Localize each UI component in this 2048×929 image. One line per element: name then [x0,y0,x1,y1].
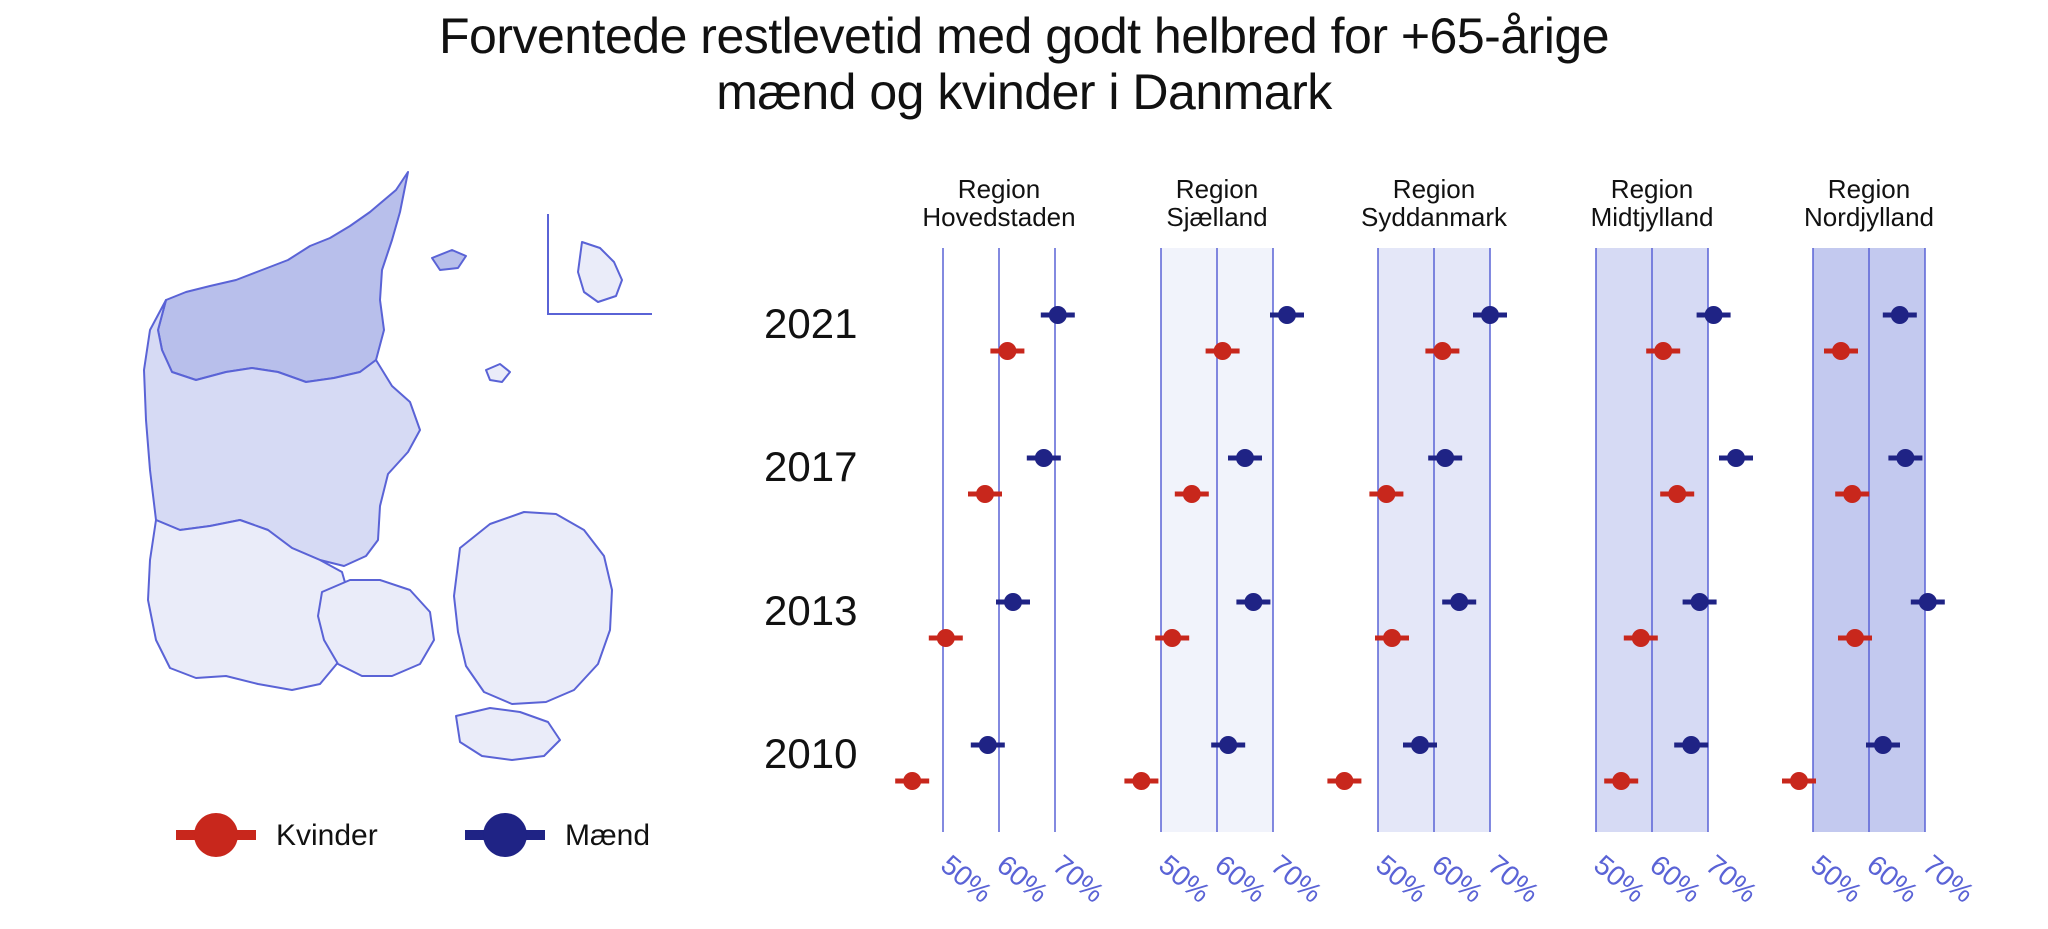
legend-kvinder-label: Kvinder [276,819,378,852]
tick-labels: 50%60%70% 50%60%70% 50%60%70% 50%60%70% 50%6… [935,849,1980,909]
kvinder-point [1790,772,1808,790]
panel-label-line2: Sjælland [1166,202,1267,232]
kvinder-point [1631,629,1650,647]
panel-label-line1: Region [1611,174,1693,204]
data-marks [895,306,1945,790]
tick-label: 50% [1153,849,1216,909]
kvinder-point [1846,629,1864,647]
kvinder-point [1163,629,1182,647]
kvinder-point [1668,485,1687,503]
maend-point [1874,736,1892,754]
tick-label: 70% [1047,849,1110,909]
panel-labels: RegionHovedstadenRegionSjællandRegionSyd… [922,174,1934,232]
kvinder-point [1182,485,1201,503]
kvinder-point [1654,342,1673,360]
tick-label: 70% [1917,849,1980,909]
kvinder-point [998,342,1017,360]
maend-point [1004,593,1022,611]
kvinder-point [976,485,994,503]
kvinder-point [1433,342,1452,360]
map-region-bornholm [577,241,623,303]
maend-point [1690,593,1709,611]
chart-title-line-1: Forventede restlevetid med godt helbred … [438,8,1610,64]
maend-point [1896,449,1915,467]
maend-point [1481,306,1499,324]
maend-point [1411,736,1429,754]
map-region-laeso [431,249,467,271]
kvinder-point [1612,772,1631,790]
maend-point [1236,449,1254,467]
year-label: 2021 [764,300,857,347]
tick-label: 50% [1588,849,1651,909]
maend-point [1727,449,1745,467]
maend-point [1244,593,1263,611]
maend-point [1034,449,1053,467]
panel-label-line2: Nordjylland [1804,202,1934,232]
tick-label: 50% [935,849,998,909]
tick-label: 60% [1861,849,1924,909]
maend-point [1450,593,1469,611]
maend-point [1918,593,1937,611]
tick-label: 70% [1700,849,1763,909]
year-label: 2013 [764,587,857,634]
maend-point [978,736,997,754]
panel-label-line1: Region [1828,174,1910,204]
maend-point [1890,306,1909,324]
maend-point [1682,736,1701,754]
tick-label: 70% [1265,849,1328,909]
legend-kvinder-dot [194,813,238,857]
panel-label-line2: Hovedstaden [922,202,1075,232]
kvinder-point [1213,342,1232,360]
tick-label: 60% [1209,849,1272,909]
legend-maend-label: Mænd [565,819,650,852]
maend-point [1436,449,1455,467]
map-region-fyn [317,579,435,677]
chart-title-line-2: mænd og kvinder i Danmark [716,64,1332,120]
kvinder-point [1132,772,1151,790]
maend-point [1048,306,1067,324]
legend: Kvinder Mænd [176,813,650,857]
panel-label-line2: Syddanmark [1361,202,1508,232]
maend-point [1219,736,1238,754]
grid-lines [942,248,1926,832]
map-inset-frame [547,214,652,315]
tick-label: 50% [1370,849,1433,909]
tick-label: 70% [1482,849,1545,909]
panel-label-line1: Region [1393,174,1475,204]
maend-point [1704,306,1723,324]
map-regions [143,171,623,761]
maend-point [1278,306,1296,324]
chart-title: Forventede restlevetid med godt helbred … [0,8,2048,120]
kvinder-point [1843,485,1862,503]
kvinder-point [936,629,955,647]
tick-label: 50% [1805,849,1868,909]
kvinder-point [1335,772,1354,790]
map-region-anholt [485,363,511,383]
kvinder-point [903,772,922,790]
year-labels: 2021 2017 2013 2010 [764,300,857,777]
panel-label-line2: Midtjylland [1591,202,1714,232]
panel-bands [1161,248,1925,832]
legend-maend-dot [483,813,527,857]
kvinder-point [1383,629,1401,647]
kvinder-point [1377,485,1396,503]
tick-label: 60% [1426,849,1489,909]
year-label: 2017 [764,443,857,490]
tick-label: 60% [1644,849,1707,909]
map-region-lolland [455,707,561,761]
map-region-sjaelland [453,511,613,705]
tick-label: 60% [991,849,1054,909]
panel-label-line1: Region [1176,174,1258,204]
panel-label-line1: Region [958,174,1040,204]
year-label: 2010 [764,730,857,777]
kvinder-point [1832,342,1850,360]
